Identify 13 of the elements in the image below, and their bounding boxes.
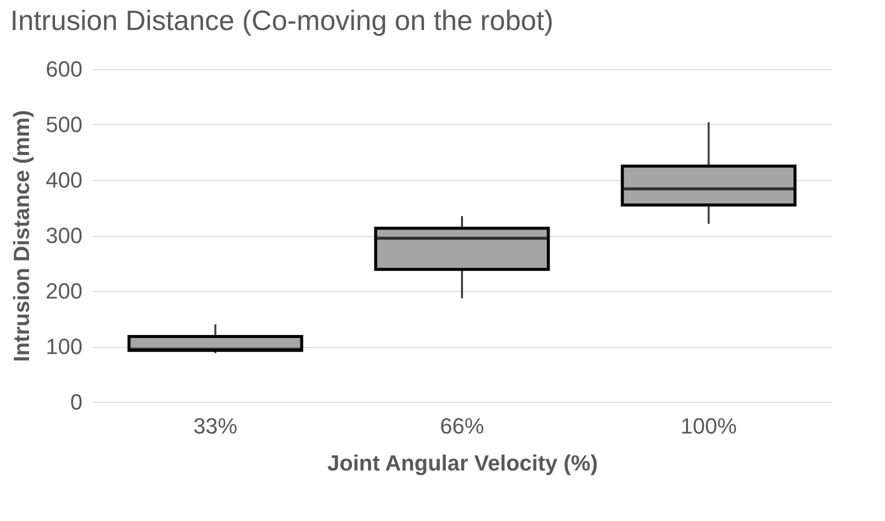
x-tick-label: 66%	[440, 414, 484, 438]
y-tick-label: 100	[46, 334, 82, 359]
x-tick-label: 100%	[680, 414, 737, 438]
x-tick-label: 33%	[193, 414, 238, 438]
y-tick-label: 300	[46, 223, 82, 248]
y-tick-label: 500	[46, 112, 82, 137]
x-axis-title: Joint Angular Velocity (%)	[327, 450, 598, 476]
y-tick-label: 200	[46, 278, 82, 304]
y-axis-title: Intrusion Distance (mm)	[8, 110, 34, 362]
chart-title: Intrusion Distance (Co-moving on the robot)	[10, 5, 554, 36]
y-tick-label: 0	[70, 390, 82, 414]
y-tick-label: 600	[46, 56, 82, 82]
y-tick-label: 400	[46, 168, 82, 192]
